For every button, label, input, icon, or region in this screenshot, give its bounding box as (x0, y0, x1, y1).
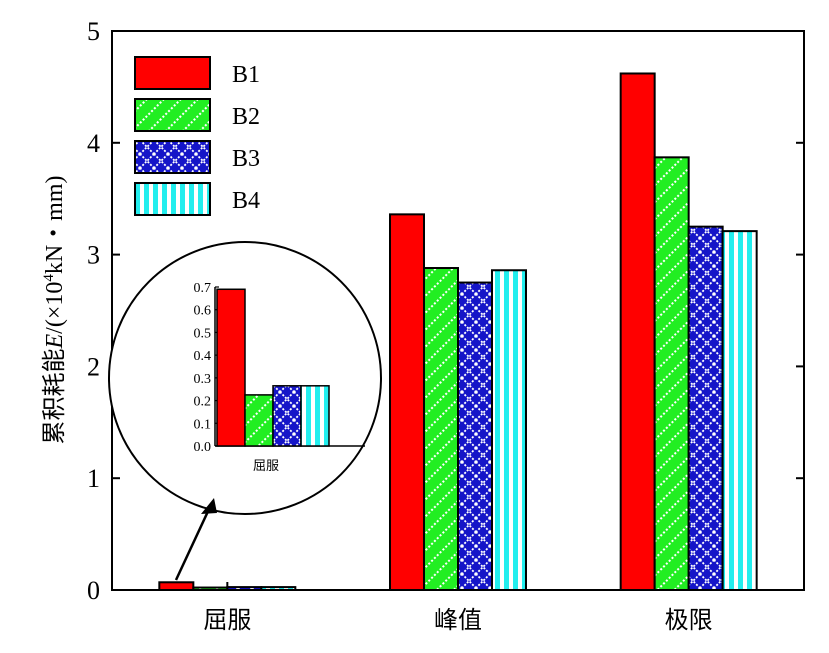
legend-label-b1: B1 (232, 62, 260, 88)
zoom-arrowhead (201, 498, 217, 514)
bar-b3-0 (226, 586, 263, 592)
bar-b2-2 (653, 156, 690, 591)
legend: B1 B2 B3 B4 (134, 56, 260, 216)
x-tick-label: 极限 (665, 606, 713, 634)
inset-bar-b3 (272, 385, 302, 447)
inset-y-tick-label: 0.4 (194, 349, 212, 364)
y-tick-label: 5 (87, 17, 100, 46)
inset-y-tick-label: 0.2 (194, 395, 212, 410)
bar-b1-2 (619, 72, 656, 591)
y-tick-label: 0 (87, 576, 100, 605)
bar-b3-2 (687, 225, 724, 591)
y-tick-label: 4 (87, 129, 100, 158)
inset-bar-b2 (244, 394, 274, 447)
bar-b1-1 (389, 213, 425, 592)
x-tick-label: 屈服 (203, 606, 251, 634)
bars (158, 72, 758, 592)
inset-zoom: 0.0 0.1 0.2 0.3 0.4 0.5 0.6 0.7 屈服 (108, 241, 382, 581)
y-tick-label: 1 (87, 464, 100, 493)
bar-b4-0 (260, 586, 297, 592)
bar-b4-2 (721, 230, 758, 591)
inset-y-tick-label: 0.1 (194, 417, 212, 432)
x-ticks: 屈服 峰值 极限 (203, 582, 713, 634)
inset-y-tick-label: 0.7 (194, 281, 212, 296)
x-tick-label: 峰值 (434, 606, 482, 634)
inset-y-tick-label: 0.6 (194, 304, 212, 319)
legend-swatch-b3 (134, 140, 211, 174)
zoom-arrow (174, 506, 212, 581)
inset-y-tick-label: 0.5 (194, 326, 212, 341)
y-axis-label: 累积耗能E/(×104kN・mm) (40, 175, 68, 444)
bar-b2-1 (423, 267, 459, 591)
y-tick-label: 3 (87, 241, 100, 270)
bar-b4-1 (491, 269, 527, 591)
legend-label-b4: B4 (232, 188, 260, 214)
legend-swatch-b4 (134, 182, 211, 216)
y-ticks: 0 1 2 3 4 5 (87, 17, 804, 605)
y-tick-label: 2 (87, 352, 100, 381)
inset-bar-b4 (300, 385, 330, 447)
bar-b1-0 (158, 581, 195, 592)
legend-label-b3: B3 (232, 146, 260, 172)
legend-label-b2: B2 (232, 104, 260, 130)
inset-y-tick-label: 0.0 (194, 440, 212, 455)
bar-b2-0 (192, 586, 229, 592)
legend-swatch-b2 (134, 98, 211, 132)
inset-bar-b1 (216, 288, 246, 447)
inset-chart: 0.0 0.1 0.2 0.3 0.4 0.5 0.6 0.7 (194, 281, 365, 455)
inset-category-label: 屈服 (253, 459, 279, 474)
inset-y-tick-label: 0.3 (194, 372, 212, 387)
bar-b3-1 (457, 281, 493, 591)
legend-swatch-b1 (134, 56, 211, 90)
